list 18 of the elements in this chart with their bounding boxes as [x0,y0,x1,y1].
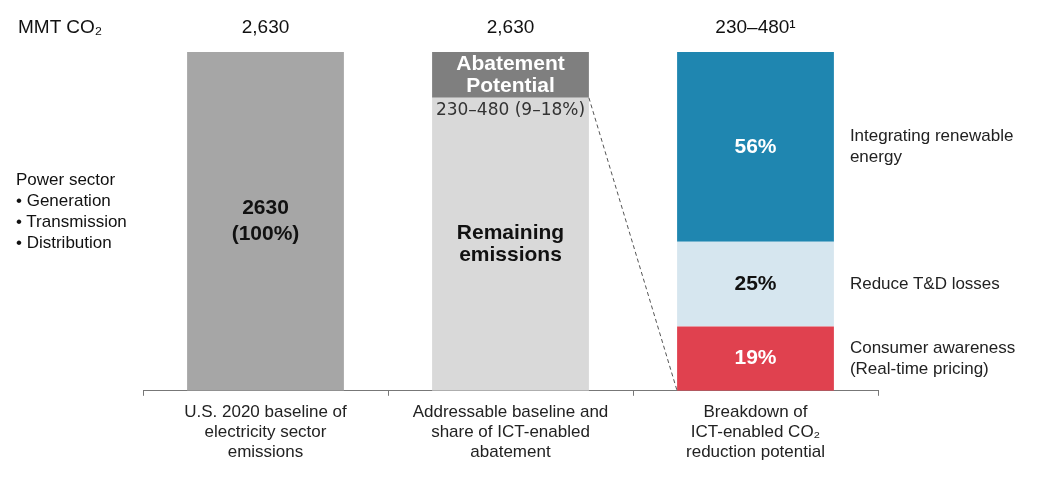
series-label: Reduce T&D losses [849,273,1000,293]
x-tick-label: Breakdown of ICT-enabled CO₂ reduction potential [686,401,825,462]
series-label: Integrating renewable energy [849,126,1014,167]
annotation: 230–480 (9–18%) [435,99,586,120]
data-label: 25% [734,270,777,294]
text: MMT CO₂ [18,16,103,38]
data-label: 56% [734,133,777,157]
series-label: Abatement Potential [456,50,565,96]
data-label: 2630 (100%) [231,195,300,245]
total-label: 2,630 [241,16,290,38]
series-label: Remaining emissions [456,220,565,266]
text: Power sector • Generation • Transmission • Distribution [16,169,127,252]
x-tick-label: U.S. 2020 baseline of electricity sector emissions [184,401,348,462]
series-label: Consumer awareness (Real-time pricing) [849,337,1016,378]
data-label: 19% [734,345,777,369]
total-label: 2,630 [486,16,535,38]
x-tick-label: Addressable baseline and share of ICT-enabled abatement [412,401,609,462]
total-label: 230–480¹ [715,16,796,38]
